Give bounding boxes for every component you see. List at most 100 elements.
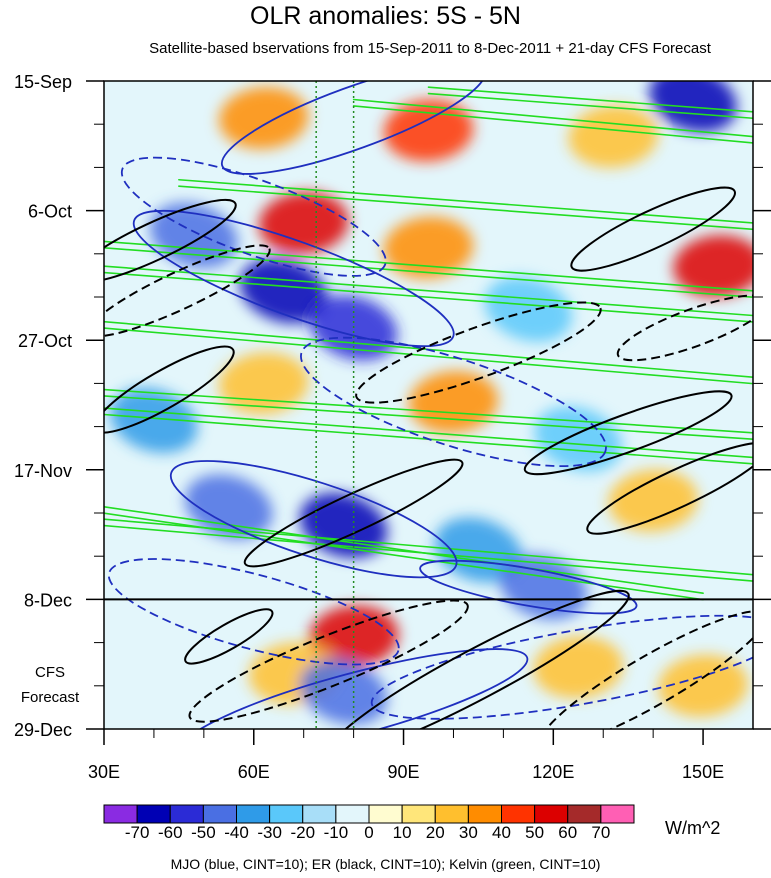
anomaly-blob bbox=[533, 636, 624, 699]
colorbar-swatch bbox=[600, 804, 635, 824]
er-contour bbox=[243, 458, 464, 568]
colorbar-tick-label: -50 bbox=[191, 823, 216, 842]
er-contour bbox=[586, 441, 753, 535]
anomaly-blob bbox=[383, 216, 474, 279]
x-tick-label: 150E bbox=[682, 762, 724, 782]
x-tick-label: 60E bbox=[238, 762, 270, 782]
er-contour bbox=[327, 589, 630, 729]
x-tick-label: 120E bbox=[532, 762, 574, 782]
kelvin-contour bbox=[104, 407, 753, 459]
kelvin-contour bbox=[104, 265, 753, 317]
anomaly-blob bbox=[673, 235, 753, 298]
y-tick-label: 8-Dec bbox=[24, 590, 72, 610]
mjo-contour bbox=[300, 336, 607, 468]
colorbar-tick-label: 50 bbox=[525, 823, 544, 842]
kelvin-contour bbox=[104, 506, 704, 595]
kelvin-contour bbox=[352, 98, 753, 138]
anomaly-blob bbox=[608, 469, 698, 532]
kelvin-contour bbox=[104, 327, 753, 385]
chart-title: OLR anomalies: 5S - 5N bbox=[250, 2, 521, 30]
colorbar-tick-label: -30 bbox=[257, 823, 282, 842]
x-tick-label: 90E bbox=[388, 762, 420, 782]
colorbar-swatch bbox=[136, 804, 171, 824]
kelvin-contour bbox=[178, 185, 753, 231]
anomaly-blob bbox=[239, 258, 328, 324]
colorbar-tick-label: 60 bbox=[558, 823, 577, 842]
colorbar-tick-label: 30 bbox=[459, 823, 478, 842]
mjo-contour bbox=[132, 209, 455, 348]
colorbar-swatch bbox=[501, 804, 536, 824]
colorbar-tick-label: 10 bbox=[393, 823, 412, 842]
anomaly-blob bbox=[258, 191, 349, 254]
kelvin-contour bbox=[104, 395, 753, 440]
colorbar-tick-label: 70 bbox=[591, 823, 610, 842]
mjo-contour bbox=[220, 81, 487, 175]
y-tick-label: 15-Sep bbox=[14, 72, 72, 92]
kelvin-contour bbox=[427, 86, 753, 113]
anomaly-blob bbox=[150, 202, 238, 268]
kelvin-contour bbox=[104, 388, 753, 434]
y-axis: 15-Sep 6-Oct 27-Oct 17-Nov 8-Dec 29-Dec bbox=[14, 72, 771, 740]
mjo-contour bbox=[107, 558, 400, 666]
plot-area bbox=[104, 81, 753, 729]
colorbar-swatch bbox=[169, 804, 204, 824]
colorbar-swatch bbox=[467, 804, 502, 824]
colorbar-swatch bbox=[368, 804, 403, 824]
er-contour bbox=[104, 198, 237, 284]
mjo-contours bbox=[107, 81, 753, 729]
colorbar-swatch bbox=[103, 804, 138, 824]
chart-subtitle: Satellite-based bservations from 15-Sep-… bbox=[149, 40, 711, 57]
mjo-contour bbox=[370, 614, 753, 720]
colorbar-tick-label: 0 bbox=[364, 823, 373, 842]
y-tick-label: 6-Oct bbox=[28, 202, 72, 222]
kelvin-contour bbox=[104, 524, 753, 582]
forecast-label-line1: CFS bbox=[35, 664, 65, 681]
er-contour bbox=[616, 294, 753, 362]
er-contour bbox=[570, 186, 736, 272]
anomaly-blob bbox=[299, 659, 388, 725]
y-tick-label: 27-Oct bbox=[18, 331, 72, 351]
er-contour bbox=[104, 244, 271, 338]
er-contour bbox=[184, 608, 274, 665]
x-axis: 30E 60E 90E 120E 150E bbox=[88, 729, 724, 782]
colorbar-swatch bbox=[401, 804, 436, 824]
colorbar-tick-label: 40 bbox=[492, 823, 511, 842]
colorbar-units: W/m^2 bbox=[665, 818, 721, 838]
y-tick-label: 17-Nov bbox=[14, 461, 72, 481]
mjo-contour bbox=[178, 648, 529, 729]
colorbar-tick-label: 20 bbox=[426, 823, 445, 842]
anomaly-blob bbox=[218, 87, 309, 150]
kelvin-contour bbox=[104, 240, 753, 292]
colorbar-tick-label: -20 bbox=[290, 823, 315, 842]
colorbar: -70 -60 -50 -40 -30 -20 -10 0 10 20 30 40 50 60 70 bbox=[103, 804, 635, 842]
plot-frame bbox=[103, 80, 754, 730]
mjo-contour bbox=[419, 559, 638, 615]
colorbar-swatch bbox=[434, 804, 469, 824]
anomaly-blob bbox=[499, 554, 588, 620]
colorbar-tick-label: -40 bbox=[224, 823, 249, 842]
er-contour bbox=[104, 345, 235, 434]
kelvin-contour bbox=[104, 518, 753, 576]
kelvin-contour bbox=[352, 105, 753, 144]
colorbar-tick-label: -60 bbox=[158, 823, 183, 842]
x-tick-label: 30E bbox=[88, 762, 120, 782]
contour-legend-note: MJO (blue, CINT=10); ER (black, CINT=10)… bbox=[170, 856, 601, 872]
colorbar-swatch bbox=[534, 804, 569, 824]
colorbar-swatch bbox=[302, 804, 337, 824]
colorbar-swatch bbox=[335, 804, 370, 824]
reference-longitude-lines bbox=[315, 81, 355, 729]
anomaly-blob bbox=[185, 474, 273, 540]
er-contour bbox=[188, 599, 469, 723]
er-contour bbox=[523, 390, 733, 476]
kelvin-contour bbox=[427, 92, 753, 120]
colorbar-swatch bbox=[236, 804, 271, 824]
colorbar-swatch bbox=[269, 804, 304, 824]
er-contours bbox=[104, 186, 753, 729]
colorbar-tick-label: -10 bbox=[324, 823, 349, 842]
y-tick-label: 29-Dec bbox=[14, 720, 72, 740]
forecast-label-line2: Forecast bbox=[20, 689, 80, 706]
anomaly-blob bbox=[658, 654, 748, 717]
er-contour bbox=[539, 610, 753, 729]
kelvin-contour bbox=[178, 178, 753, 224]
